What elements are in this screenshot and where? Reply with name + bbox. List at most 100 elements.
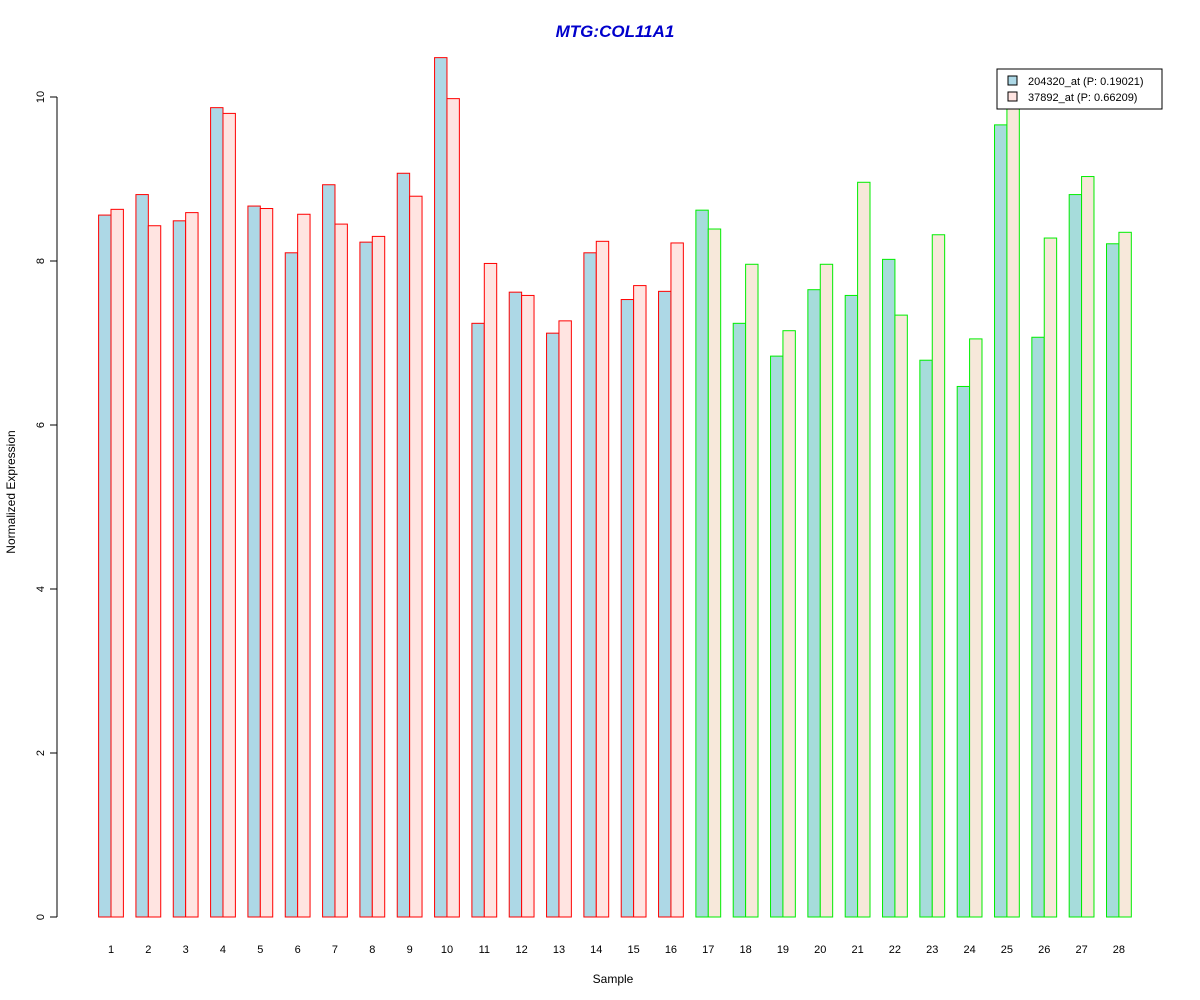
x-axis-title: Sample [593, 972, 634, 986]
bar-204320-sample-11 [471, 322, 485, 918]
bar-37892-sample-25 [1006, 94, 1020, 918]
y-tick-label-0: 0 [35, 914, 47, 920]
bar-204320-sample-21 [844, 294, 859, 918]
bar-37892-sample-10 [446, 98, 460, 918]
bar-37892-sample-11 [483, 262, 498, 918]
bar-37892-sample-6 [297, 213, 311, 918]
bar-37892-sample-8 [371, 235, 386, 918]
bar-37892-sample-22 [894, 314, 908, 918]
bar-204320-sample-24 [956, 385, 971, 918]
x-tick-label-11: 11 [479, 944, 490, 956]
bar-204320-sample-26 [1031, 336, 1045, 918]
x-tick-label-1: 1 [108, 944, 114, 956]
bar-37892-sample-26 [1043, 237, 1058, 918]
bar-37892-sample-28 [1118, 231, 1132, 918]
bar-204320-sample-25 [994, 124, 1008, 918]
x-tick-label-26: 26 [1038, 944, 1050, 956]
bar-204320-sample-19 [770, 355, 784, 918]
y-tick-label-4: 4 [35, 586, 47, 592]
bar-37892-sample-16 [670, 242, 684, 918]
bar-37892-sample-24 [969, 338, 983, 918]
bar-204320-sample-20 [807, 289, 821, 918]
bar-204320-sample-23 [919, 359, 933, 918]
bar-37892-sample-12 [521, 294, 535, 918]
y-axis-title: Normalized Expression [4, 430, 18, 553]
bar-204320-sample-6 [284, 252, 299, 918]
bar-37892-sample-23 [931, 234, 946, 918]
x-tick-label-7: 7 [332, 944, 338, 956]
bar-204320-sample-14 [583, 252, 597, 918]
bar-204320-sample-15 [620, 299, 635, 918]
y-tick-label-10: 10 [35, 91, 47, 103]
bar-37892-sample-4 [222, 112, 236, 918]
legend-swatch-37892 [1007, 91, 1018, 102]
bar-37892-sample-21 [857, 181, 871, 918]
x-tick-label-2: 2 [145, 944, 151, 956]
bar-204320-sample-7 [322, 184, 336, 918]
x-tick-label-17: 17 [702, 944, 714, 956]
legend-label-37892: 37892_at (P: 0.66209) [1028, 92, 1137, 104]
bar-204320-sample-13 [546, 332, 560, 918]
y-tick-label-8: 8 [35, 258, 47, 264]
bar-204320-sample-27 [1068, 194, 1083, 918]
bar-37892-sample-13 [558, 320, 572, 918]
bar-37892-sample-14 [595, 240, 610, 918]
y-tick-label-6: 6 [35, 422, 47, 428]
bar-204320-sample-4 [210, 107, 224, 918]
bar-204320-sample-28 [1106, 243, 1120, 918]
x-tick-label-25: 25 [1001, 944, 1013, 956]
bar-204320-sample-16 [658, 290, 672, 918]
x-tick-label-9: 9 [407, 944, 413, 956]
bar-204320-sample-1 [98, 214, 112, 918]
x-tick-label-4: 4 [220, 944, 226, 956]
bar-204320-sample-10 [434, 57, 448, 918]
chart-title: MTG:COL11A1 [556, 22, 675, 41]
x-tick-label-14: 14 [590, 944, 602, 956]
bar-204320-sample-9 [396, 172, 411, 918]
bar-37892-sample-2 [147, 225, 162, 918]
bar-37892-sample-18 [745, 263, 759, 918]
x-tick-label-22: 22 [889, 944, 901, 956]
x-tick-label-28: 28 [1113, 944, 1125, 956]
legend-swatch-204320 [1007, 75, 1018, 86]
x-tick-label-15: 15 [627, 944, 639, 956]
x-tick-label-5: 5 [257, 944, 263, 956]
bar-37892-sample-5 [259, 208, 274, 918]
x-tick-label-21: 21 [851, 944, 863, 956]
x-tick-label-24: 24 [963, 944, 975, 956]
x-tick-label-23: 23 [926, 944, 938, 956]
bar-37892-sample-17 [707, 228, 722, 918]
y-tick-label-2: 2 [35, 750, 47, 756]
x-tick-label-13: 13 [553, 944, 565, 956]
bar-204320-sample-12 [508, 291, 523, 918]
x-tick-label-3: 3 [183, 944, 189, 956]
x-tick-label-27: 27 [1075, 944, 1087, 956]
bar-37892-sample-3 [185, 212, 199, 918]
x-tick-label-20: 20 [814, 944, 826, 956]
x-tick-label-16: 16 [665, 944, 677, 956]
legend-label-204320: 204320_at (P: 0.19021) [1028, 76, 1144, 88]
bar-37892-sample-15 [633, 285, 647, 918]
bar-204320-sample-2 [135, 194, 149, 918]
x-tick-label-18: 18 [739, 944, 751, 956]
bar-37892-sample-9 [409, 195, 423, 918]
bar-37892-sample-20 [819, 263, 834, 918]
bar-37892-sample-7 [334, 223, 348, 918]
x-tick-label-12: 12 [516, 944, 528, 956]
bar-204320-sample-3 [172, 220, 187, 918]
legend-box [996, 68, 1163, 110]
bar-204320-sample-17 [695, 209, 709, 918]
x-tick-label-6: 6 [295, 944, 301, 956]
bar-204320-sample-8 [359, 241, 373, 918]
x-tick-label-8: 8 [369, 944, 375, 956]
bar-37892-sample-19 [782, 330, 796, 918]
bar-37892-sample-1 [110, 208, 124, 918]
x-tick-label-10: 10 [441, 944, 453, 956]
x-tick-label-19: 19 [777, 944, 789, 956]
y-axis: 0 2 4 6 8 10 [35, 91, 58, 920]
bars-layer [98, 57, 1132, 918]
legend: 204320_at (P: 0.19021) 37892_at (P: 0.66… [996, 68, 1163, 110]
bar-204320-sample-22 [882, 258, 896, 918]
bar-37892-sample-27 [1081, 176, 1095, 918]
